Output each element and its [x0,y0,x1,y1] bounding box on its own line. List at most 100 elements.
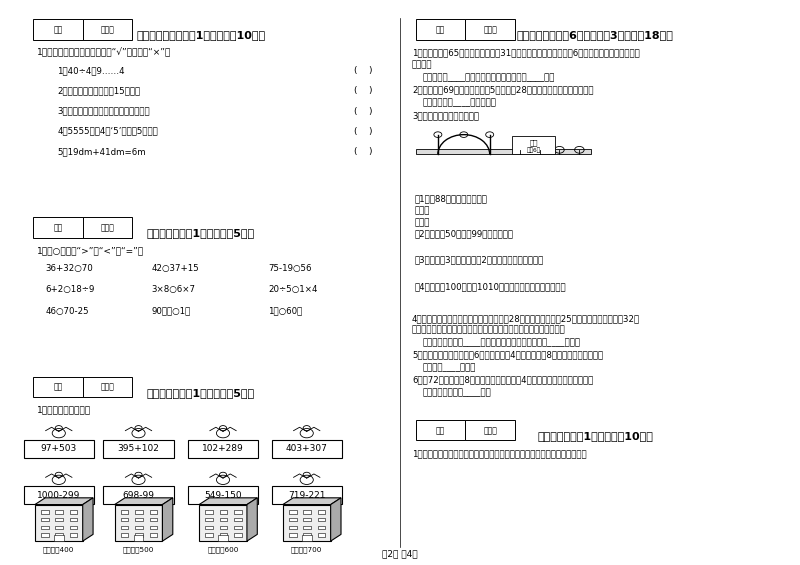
Text: 评卷人: 评卷人 [101,223,114,232]
Text: 得数大约500: 得数大约500 [123,546,154,553]
Text: （2）小莉扐50元，购99张门票够吗？: （2）小莉扐50元，购99张门票够吗？ [414,229,514,238]
Bar [466,19,515,40]
Polygon shape [330,498,341,541]
Text: 每张6元: 每张6元 [526,147,541,153]
Text: (    ): ( ) [354,107,372,115]
Bar [103,486,174,505]
Text: 75-19○56: 75-19○56 [269,264,312,273]
Bar [206,510,213,514]
Text: （1）购88张门票用多少元？: （1）购88张门票用多少元？ [414,195,487,204]
Bar [234,526,242,529]
Bar [114,505,162,541]
Bar [188,486,258,505]
Text: 1时○60分: 1时○60分 [269,307,302,316]
Text: 得分: 得分 [54,383,62,392]
Text: 97+503: 97+503 [41,445,77,454]
Text: 1．用直尺量一量右下图中的长方形各条边的长度，说说四条边有什么规律？: 1．用直尺量一量右下图中的长方形各条边的长度，说说四条边有什么规律？ [412,449,586,458]
Text: 1．停车场上有65辆小汽车，开走了31辆，还剩下多少辆？又开来6辆，现在停车场上有小汽车: 1．停车场上有65辆小汽车，开走了31辆，还剩下多少辆？又开来6辆，现在停车场上… [412,49,640,58]
Text: 乘法：: 乘法： [414,207,430,216]
Bar [289,510,297,514]
Text: 八、解决问题（共6小题，每题3分，共计18分）: 八、解决问题（共6小题，每题3分，共计18分） [517,30,674,40]
Text: 403+307: 403+307 [286,445,328,454]
Text: 395+102: 395+102 [118,445,159,454]
Bar [303,533,311,537]
Text: 20÷5○1×4: 20÷5○1×4 [269,285,318,294]
Bar [82,218,132,237]
Bar [70,533,78,537]
Bar [134,535,143,541]
Bar [289,518,297,521]
Bar [289,526,297,529]
Text: 719-221: 719-221 [288,490,326,499]
Polygon shape [283,498,341,505]
Text: 答：王大爷批发了____千克的水果，现在比原来少了____千克。: 答：王大爷批发了____千克的水果，现在比原来少了____千克。 [422,338,580,347]
Text: 加法：: 加法： [414,218,430,227]
Bar [135,526,143,529]
Text: 答：现在还有____个乒乓球。: 答：现在还有____个乒乓球。 [422,98,496,107]
Bar [318,510,326,514]
Text: 1、火眼金睛，我会判。对的画“√”，错的画“×”。: 1、火眼金睛，我会判。对的画“√”，错的画“×”。 [38,49,171,58]
Bar [199,505,247,541]
Bar [55,533,63,537]
Text: 得数接近400: 得数接近400 [43,546,74,553]
Bar [234,533,242,537]
Bar [303,518,311,521]
Text: 七、连一连（共1大题，共计5分）: 七、连一连（共1大题，共计5分） [146,388,254,398]
Text: 答：每个同学能分____瓶。: 答：每个同学能分____瓶。 [422,388,491,397]
Text: 46○70-25: 46○70-25 [46,307,89,316]
Text: (    ): ( ) [354,147,372,156]
Bar [70,510,78,514]
Bar [416,149,591,154]
Text: 评卷人: 评卷人 [101,383,114,392]
Bar [41,533,49,537]
Text: 评卷人: 评卷人 [483,25,497,34]
Bar [318,526,326,529]
Text: 5．同学们去公园划船，每6人一组，需蠄4条船，如果每8人一组，需要几条船？: 5．同学们去公园划船，每6人一组，需蠄4条船，如果每8人一组，需要几条船？ [412,350,603,359]
Bar [150,518,157,521]
Text: 1．40÷4＝9……4: 1．40÷4＝9……4 [57,66,125,75]
Bar [82,19,132,40]
Text: 3．星期日同学们去游乐园。: 3．星期日同学们去游乐园。 [412,111,479,120]
Bar [34,377,82,397]
Bar [24,440,94,458]
Bar [70,526,78,529]
Bar [103,440,174,458]
Bar [121,533,129,537]
Bar [303,510,311,514]
Bar [416,19,466,40]
Text: （3）小红亄3张门票，还厉2元钉，小红带了多少鑉？: （3）小红亄3张门票，还厉2元钉，小红带了多少鑉？ [414,255,544,264]
Text: 5．19dm+41dm=6m: 5．19dm+41dm=6m [57,147,146,156]
Text: 90厘米○1米: 90厘米○1米 [151,307,190,316]
Text: 6+2○18÷9: 6+2○18÷9 [46,285,94,294]
Bar [188,440,258,458]
Bar [150,526,157,529]
Text: 2．欢欢晚上做作业用了15小时。: 2．欢欢晚上做作业用了15小时。 [57,86,140,95]
Text: 得分: 得分 [436,25,446,34]
Text: 评卷人: 评卷人 [483,426,497,435]
Text: 答：还剩下____辆，现在停车场上有小汽车____辆。: 答：还剩下____辆，现在停车场上有小汽车____辆。 [422,73,554,82]
Text: 十、综合题（共1大题，共计10分）: 十、综合题（共1大题，共计10分） [538,431,654,441]
Text: 答：需要____条船。: 答：需要____条船。 [422,363,476,372]
Bar [41,526,49,529]
Text: 得数接近600: 得数接近600 [207,546,238,553]
Text: (    ): ( ) [354,127,372,136]
Bar [135,533,143,537]
Text: (    ): ( ) [354,86,372,95]
Bar [272,440,342,458]
Bar [55,518,63,521]
Bar [220,533,227,537]
Text: 多少辆？: 多少辆？ [412,60,433,69]
Bar [220,518,227,521]
Text: 1．估一估，连一连。: 1．估一估，连一连。 [38,405,91,414]
Bar [54,535,63,541]
Bar [121,526,129,529]
Text: 门票: 门票 [530,140,538,146]
Text: 698-99: 698-99 [122,490,154,499]
Bar [234,518,242,521]
Bar [318,533,326,537]
Bar [24,486,94,505]
Polygon shape [247,498,258,541]
Bar [218,535,228,541]
Text: 得数大约700: 得数大约700 [291,546,322,553]
Text: 4．5555中的4个‘5’都表示5个一。: 4．5555中的4个‘5’都表示5个一。 [57,127,158,136]
